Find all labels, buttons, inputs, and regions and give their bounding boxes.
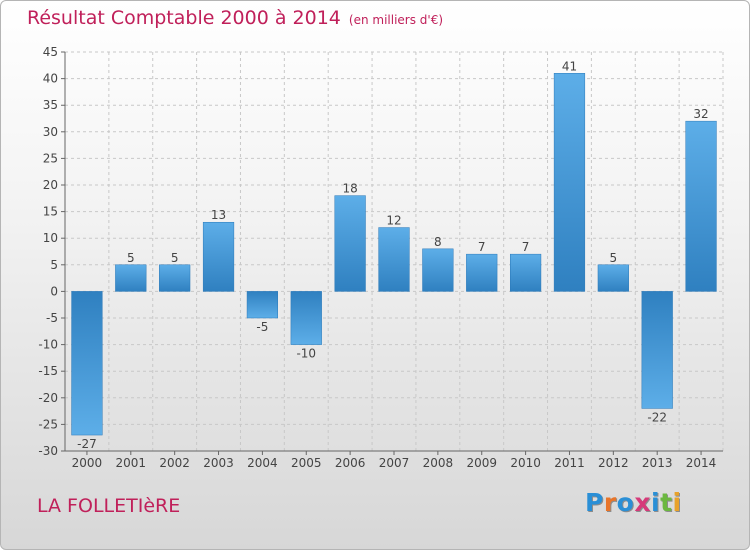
y-tick-label: 35 <box>43 98 58 112</box>
y-tick-label: 15 <box>43 205 58 219</box>
logo-letter: o <box>616 488 635 517</box>
bar <box>115 264 147 292</box>
bar <box>159 264 191 292</box>
bar <box>466 253 498 292</box>
data-label: 5 <box>127 251 135 265</box>
y-tick-label: 25 <box>43 151 58 165</box>
y-tick-label: 40 <box>43 72 58 86</box>
x-tick-label: 2014 <box>686 456 717 470</box>
logo-letter: i <box>672 488 682 517</box>
data-label: 12 <box>386 214 401 228</box>
y-tick-label: -20 <box>38 391 58 405</box>
axis-layer: -30 -25 -20 -15 -10 -5 0 5 10 15 20 25 30 35 40 45 2000 2… <box>38 45 723 470</box>
x-tick-label: 2006 <box>335 456 366 470</box>
y-tick-label: 30 <box>43 125 58 139</box>
grid-layer <box>64 51 724 452</box>
logo-letter: P <box>585 488 604 517</box>
x-tick-label: 2001 <box>116 456 147 470</box>
bar <box>246 291 279 319</box>
x-tick-label: 2000 <box>72 456 103 470</box>
proxiti-logo: Proxiti <box>585 488 682 517</box>
x-tick-label: 2005 <box>291 456 322 470</box>
y-tick-label: 20 <box>43 178 58 192</box>
x-tick-label: 2004 <box>247 456 278 470</box>
y-tick-label: 5 <box>50 258 58 272</box>
data-label: -22 <box>647 410 667 424</box>
y-tick-label: -25 <box>38 417 58 431</box>
y-tick-label: -15 <box>38 364 58 378</box>
bar <box>685 120 717 292</box>
x-tick-label: 2012 <box>598 456 629 470</box>
bar <box>334 195 366 292</box>
data-label: -10 <box>296 347 316 361</box>
logo-letter: x <box>634 488 651 517</box>
bar <box>378 227 410 292</box>
bar <box>422 248 454 292</box>
data-label: 41 <box>562 59 577 73</box>
chart-title: Résultat Comptable 2000 à 2014 (en millie… <box>27 7 443 29</box>
data-label: 5 <box>171 251 179 265</box>
bar-layer <box>71 73 717 436</box>
bar <box>290 291 322 345</box>
data-label: -5 <box>256 320 268 334</box>
y-tick-label: -5 <box>46 311 58 325</box>
chart-subtitle: (en milliers d'€) <box>348 13 444 27</box>
y-tick-label: -10 <box>38 338 58 352</box>
data-label: 32 <box>693 107 708 121</box>
x-tick-label: 2010 <box>510 456 541 470</box>
logo-letter: t <box>660 488 673 517</box>
y-tick-label: 0 <box>50 284 58 298</box>
bar <box>553 73 586 292</box>
data-label: 13 <box>211 208 226 222</box>
y-tick-label: 45 <box>43 45 58 59</box>
x-tick-label: 2011 <box>554 456 585 470</box>
data-label: 18 <box>342 182 357 196</box>
data-label: 8 <box>434 235 442 249</box>
chart-title-text: Résultat Comptable 2000 à 2014 <box>27 7 341 29</box>
bar <box>71 291 103 436</box>
logo-letter: i <box>651 488 661 517</box>
y-tick-label: -30 <box>38 444 58 458</box>
bar <box>509 253 542 292</box>
logo-letter: r <box>603 488 617 517</box>
x-tick-label: 2008 <box>423 456 454 470</box>
data-label: 7 <box>478 240 486 254</box>
x-tick-label: 2007 <box>379 456 410 470</box>
x-tick-label: 2013 <box>642 456 673 470</box>
bar <box>597 264 629 292</box>
data-label: 7 <box>522 240 530 254</box>
data-label: 5 <box>610 251 618 265</box>
x-tick-label: 2009 <box>466 456 497 470</box>
y-tick-label: 10 <box>43 231 58 245</box>
x-tick-label: 2002 <box>159 456 190 470</box>
bar <box>641 291 673 409</box>
bar <box>202 221 235 292</box>
data-label: -27 <box>77 437 97 451</box>
x-tick-label: 2003 <box>203 456 234 470</box>
commune-name: LA FOLLETIèRE <box>37 495 181 517</box>
